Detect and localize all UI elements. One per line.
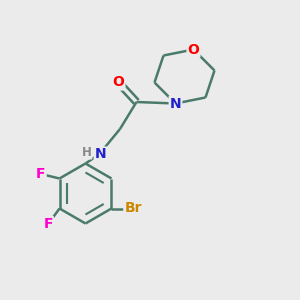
Text: H: H — [82, 146, 91, 159]
Text: Br: Br — [124, 202, 142, 215]
Text: F: F — [44, 217, 53, 231]
Text: O: O — [188, 43, 200, 56]
Text: N: N — [95, 148, 106, 161]
Text: O: O — [112, 76, 124, 89]
Text: F: F — [36, 167, 46, 181]
Text: N: N — [170, 97, 181, 110]
